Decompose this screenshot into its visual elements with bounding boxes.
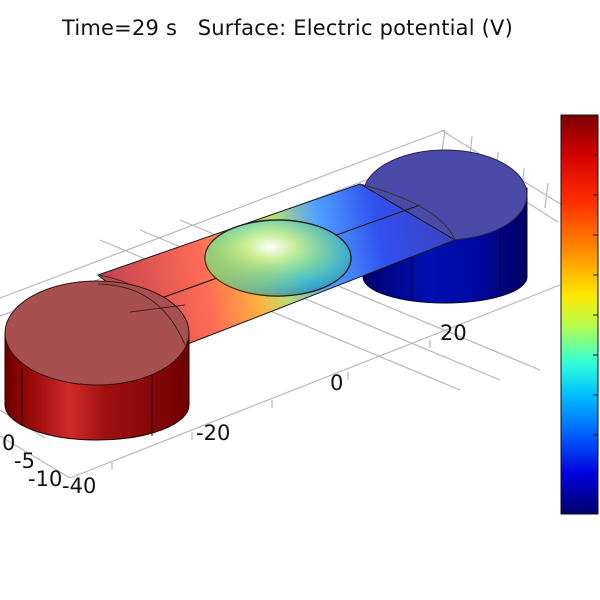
z-tick-label: 0 (2, 431, 15, 455)
y-tick-label: -40 (62, 474, 96, 498)
colorbar (560, 114, 599, 515)
y-tick-label: -20 (196, 421, 230, 445)
z-tick-label: -10 (28, 467, 62, 491)
central-dome (204, 219, 352, 297)
plot-title: Time=29 s Surface: Electric potential (V… (61, 16, 514, 40)
y-tick-label: 0 (330, 371, 343, 395)
z-tick-label: -5 (14, 449, 35, 473)
left-cylinder (4, 280, 190, 441)
y-tick-label: 20 (440, 321, 467, 345)
